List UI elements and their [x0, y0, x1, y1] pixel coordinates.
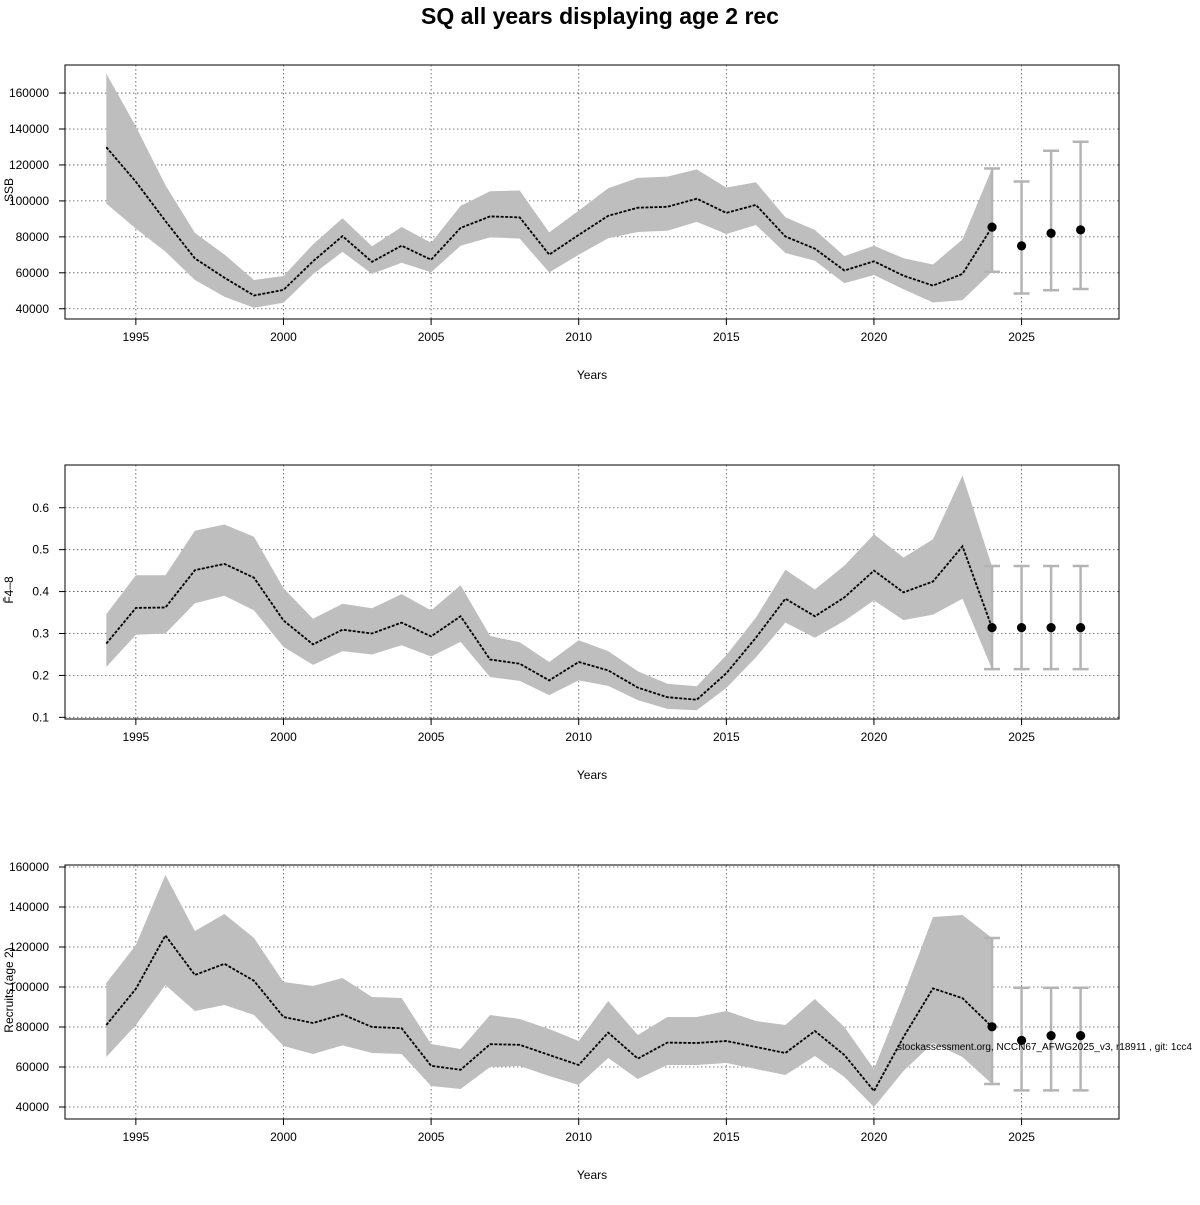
x-tick-label: 2025 — [1008, 730, 1035, 744]
chart-title: SQ all years displaying age 2 rec — [421, 3, 779, 29]
y-tick-label: 80000 — [16, 230, 50, 244]
y-tick-label: 0.5 — [32, 543, 49, 557]
y-tick-label: 140000 — [9, 122, 49, 136]
fbar-confidence-band — [106, 475, 993, 711]
x-tick-label: 2020 — [861, 1130, 888, 1144]
x-tick-label: 2010 — [565, 330, 592, 344]
y-tick-label: 0.4 — [32, 585, 49, 599]
y-tick-label: 120000 — [9, 158, 49, 172]
y-tick-label: 80000 — [16, 1020, 50, 1034]
y-tick-label: 0.2 — [32, 668, 49, 682]
x-tick-label: 2000 — [270, 730, 297, 744]
recruits-forecast-point — [1076, 1031, 1086, 1041]
ssb-x-axis-label: Years — [577, 368, 607, 382]
recruits-forecast-point — [1016, 1035, 1027, 1045]
x-tick-label: 2020 — [861, 730, 888, 744]
y-tick-label: 0.6 — [32, 501, 49, 515]
recruits-plot-frame — [64, 864, 1120, 1120]
y-tick-label: 120000 — [9, 940, 49, 954]
y-tick-label: 100000 — [9, 194, 49, 208]
x-tick-label: 2025 — [1008, 1130, 1035, 1144]
y-tick-label: 140000 — [9, 900, 49, 914]
y-tick-label: 160000 — [9, 860, 49, 874]
recruits-x-axis-label: Years — [577, 1168, 607, 1182]
fbar-forecast-point — [1016, 623, 1027, 633]
credit-text: stockassessment.org, NCCN67_AFWG2025_v3,… — [897, 1042, 1192, 1053]
x-tick-label: 1995 — [123, 1130, 150, 1144]
ssb-forecast-point — [1076, 225, 1086, 235]
x-tick-label: 2025 — [1008, 330, 1035, 344]
x-tick-label: 2015 — [713, 730, 740, 744]
x-tick-label: 2020 — [861, 330, 888, 344]
fbar-forecast-point — [1046, 623, 1056, 633]
x-tick-label: 2015 — [713, 1130, 740, 1144]
recruits-estimate-line — [105, 933, 993, 1093]
x-tick-label: 2005 — [418, 730, 445, 744]
panel-ssb: 1995 2000 2005 2010 2015 2020 2025 40000 60000 80… — [2, 64, 1120, 382]
ssb-forecast-point — [1046, 228, 1056, 238]
fbar-forecast-point — [1076, 623, 1086, 633]
x-tick-label: 2015 — [713, 330, 740, 344]
fbar-estimate-line — [105, 544, 993, 701]
fbar-y-axis-label: F̄4–8 — [2, 576, 16, 604]
y-tick-label: 160000 — [9, 86, 49, 100]
x-tick-label: 2010 — [565, 730, 592, 744]
recruits-confidence-band — [106, 875, 993, 1107]
panel-recruits: 1995 2000 2005 2010 2015 2020 2025 40000 60000 80… — [2, 860, 1120, 1182]
recruits-forecast-point — [1046, 1031, 1056, 1041]
y-tick-label: 40000 — [16, 1100, 50, 1114]
panel-fbar: 1995 2000 2005 2010 2015 2020 2025 0.1 0.2 0.3 0.4… — [2, 464, 1120, 782]
fbar-x-axis-label: Years — [577, 768, 607, 782]
ssb-forecast-point — [987, 222, 997, 232]
y-tick-label: 40000 — [16, 302, 50, 316]
x-tick-label: 1995 — [123, 730, 150, 744]
x-tick-label: 2000 — [270, 330, 297, 344]
x-tick-label: 2000 — [270, 1130, 297, 1144]
y-tick-label: 60000 — [16, 266, 50, 280]
y-tick-label: 0.1 — [32, 710, 49, 724]
recruits-forecast-point — [987, 1022, 997, 1032]
ssb-estimate-line — [105, 146, 993, 297]
x-tick-label: 1995 — [123, 330, 150, 344]
x-tick-label: 2005 — [418, 330, 445, 344]
x-tick-label: 2010 — [565, 1130, 592, 1144]
y-tick-label: 100000 — [9, 980, 49, 994]
fbar-forecast-point — [987, 623, 997, 633]
y-tick-label: 0.3 — [32, 626, 49, 640]
ssb-plot-frame — [64, 64, 1120, 320]
ssb-y-axis-label: SSB — [2, 178, 16, 202]
recruits-y-axis-label: Recruits (age 2) — [2, 947, 16, 1032]
x-tick-label: 2005 — [418, 1130, 445, 1144]
ssb-forecast-point — [1016, 241, 1027, 251]
y-tick-label: 60000 — [16, 1060, 50, 1074]
